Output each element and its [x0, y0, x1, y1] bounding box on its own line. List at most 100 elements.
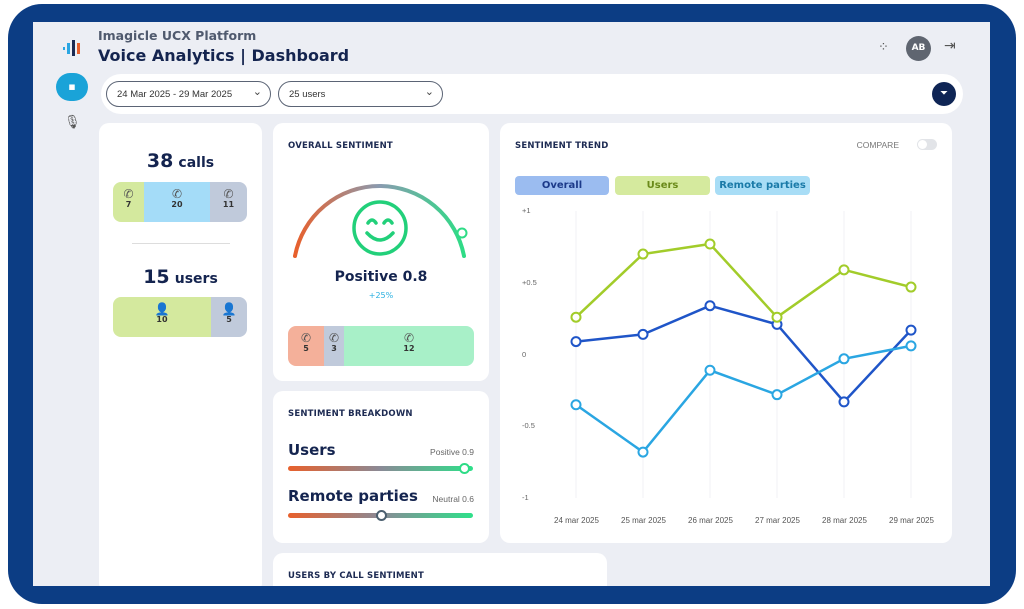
- users-select[interactable]: 25 users ⌄: [278, 81, 443, 107]
- negative-calls: ✆ 5: [288, 326, 324, 366]
- compare-label: COMPARE: [856, 140, 899, 150]
- users-total: 15 users: [143, 266, 218, 288]
- data-point: [570, 336, 582, 348]
- slider-knob: [376, 510, 387, 521]
- sidebar-item-voice[interactable]: 🎙: [64, 115, 81, 130]
- screen: ▪ 🎙 Imagicle UCX Platform Voice Analytic…: [33, 22, 990, 586]
- slider-knob: [459, 463, 470, 474]
- data-point: [570, 399, 582, 411]
- legend-overall[interactable]: Overall: [515, 176, 609, 195]
- sentiment-trend-chart: [570, 211, 917, 498]
- breakdown-remote-value: Neutral 0.6: [432, 494, 474, 504]
- missed-calls: ✆ 11: [210, 182, 247, 222]
- missed-call-icon: ✆: [223, 187, 234, 201]
- y-tick-label: -1: [522, 493, 529, 502]
- breakdown-remote-label: Remote parties: [288, 487, 418, 505]
- user-icon: 👤: [154, 302, 170, 316]
- card-title: SENTIMENT TREND: [515, 141, 609, 151]
- date-range-select[interactable]: 24 Mar 2025 - 29 Mar 2025 ⌄: [106, 81, 271, 107]
- data-point: [838, 396, 850, 408]
- data-point: [771, 311, 783, 323]
- app-subtitle: Imagicle UCX Platform: [98, 28, 257, 43]
- data-point: [905, 324, 917, 336]
- page-title: Voice Analytics | Dashboard: [98, 46, 350, 65]
- x-tick-label: 24 mar 2025: [554, 516, 599, 525]
- divider: [132, 243, 230, 244]
- data-point: [905, 281, 917, 293]
- x-tick-label: 27 mar 2025: [755, 516, 800, 525]
- users-by-call-sentiment-card: USERS BY CALL SENTIMENT: [273, 553, 607, 586]
- phone-icon: ✆: [300, 331, 312, 345]
- calls-total: 38 calls: [146, 150, 215, 172]
- outgoing-call-icon: ✆: [123, 187, 134, 201]
- card-title: USERS BY CALL SENTIMENT: [288, 571, 424, 581]
- apps-grid-icon[interactable]: ⁘: [878, 40, 889, 55]
- data-point: [838, 353, 850, 365]
- breakdown-users-value: Positive 0.9: [430, 447, 474, 457]
- sentiment-breakdown-card: SENTIMENT BREAKDOWN Users Positive 0.9 R…: [273, 391, 489, 543]
- incoming-call-icon: ✆: [171, 187, 183, 201]
- call-sentiment-bar: ✆ 5 ✆ 3 ✆ 12: [288, 326, 474, 366]
- gauge-knob: [456, 227, 468, 239]
- compare-toggle[interactable]: [917, 139, 937, 150]
- sentiment-change: +25%: [368, 291, 394, 300]
- data-point: [905, 340, 917, 352]
- x-tick-label: 26 mar 2025: [688, 516, 733, 525]
- overall-sentiment-card: OVERALL SENTIMENT Positive 0.8 +25% ✆ 5 ✆…: [273, 123, 489, 381]
- calls-breakdown-bar: ✆ 7 ✆ 20 ✆ 11: [113, 182, 247, 222]
- y-tick-label: -0.5: [522, 421, 535, 431]
- y-tick-label: +0.5: [522, 277, 537, 287]
- outgoing-calls: ✆ 7: [113, 182, 144, 222]
- remote-sentiment-bar: [288, 510, 473, 521]
- chart-icon: ▪: [68, 80, 76, 93]
- data-point: [704, 238, 716, 250]
- data-point: [704, 364, 716, 376]
- phone-icon: ✆: [328, 331, 340, 345]
- user-icon: 👤: [221, 302, 237, 316]
- logout-icon[interactable]: ⇥: [944, 38, 956, 54]
- legend-remote-parties[interactable]: Remote parties: [715, 176, 810, 195]
- microphone-icon: 🎙: [64, 115, 81, 130]
- data-point: [637, 248, 649, 260]
- legend-users[interactable]: Users: [615, 176, 710, 195]
- y-tick-label: +1: [522, 206, 531, 215]
- clear-filter-button[interactable]: ⏷: [932, 82, 956, 106]
- data-point: [637, 446, 649, 458]
- users-value: 25 users: [289, 89, 326, 100]
- filter-bar: 24 Mar 2025 - 29 Mar 2025 ⌄ 25 users ⌄ ⏷: [101, 74, 963, 114]
- summary-card: 38 calls ✆ 7 ✆ 20 ✆ 11 15 users 👤 10 👤 5: [99, 123, 262, 586]
- app-logo: [63, 40, 83, 56]
- positive-calls: ✆ 12: [344, 326, 474, 366]
- data-point: [838, 264, 850, 276]
- sentiment-gauge: [293, 184, 468, 258]
- series-line-overall: [575, 304, 912, 404]
- phone-icon: ✆: [403, 331, 415, 345]
- x-tick-label: 29 mar 2025: [889, 516, 934, 525]
- avatar[interactable]: AB: [906, 36, 931, 61]
- x-tick-label: 25 mar 2025: [621, 516, 666, 525]
- users-segment-1: 👤 10: [113, 297, 211, 337]
- breakdown-users-label: Users: [288, 441, 336, 459]
- data-point: [704, 300, 716, 312]
- date-range-value: 24 Mar 2025 - 29 Mar 2025: [117, 89, 233, 100]
- incoming-calls: ✆ 20: [144, 182, 210, 222]
- sentiment-label: Positive 0.8: [334, 269, 428, 285]
- x-tick-label: 28 mar 2025: [822, 516, 867, 525]
- users-sentiment-bar: [288, 463, 473, 474]
- sentiment-trend-card: SENTIMENT TREND COMPARE Overall Users Re…: [500, 123, 952, 543]
- neutral-calls: ✆ 3: [324, 326, 344, 366]
- series-line-users: [575, 242, 912, 319]
- chevron-down-icon: ⌄: [424, 86, 434, 98]
- chevron-down-icon: ⌄: [252, 86, 262, 98]
- card-title: SENTIMENT BREAKDOWN: [288, 409, 413, 419]
- data-point: [570, 311, 582, 323]
- smiley-icon: [352, 200, 408, 256]
- users-segment-2: 👤 5: [211, 297, 247, 337]
- y-tick-label: 0: [522, 349, 527, 359]
- sidebar-item-dashboard[interactable]: ▪: [56, 73, 88, 101]
- data-point: [637, 328, 649, 340]
- data-point: [771, 389, 783, 401]
- series-line-remote-parties: [575, 344, 912, 454]
- filter-clear-icon: ⏷: [940, 88, 948, 99]
